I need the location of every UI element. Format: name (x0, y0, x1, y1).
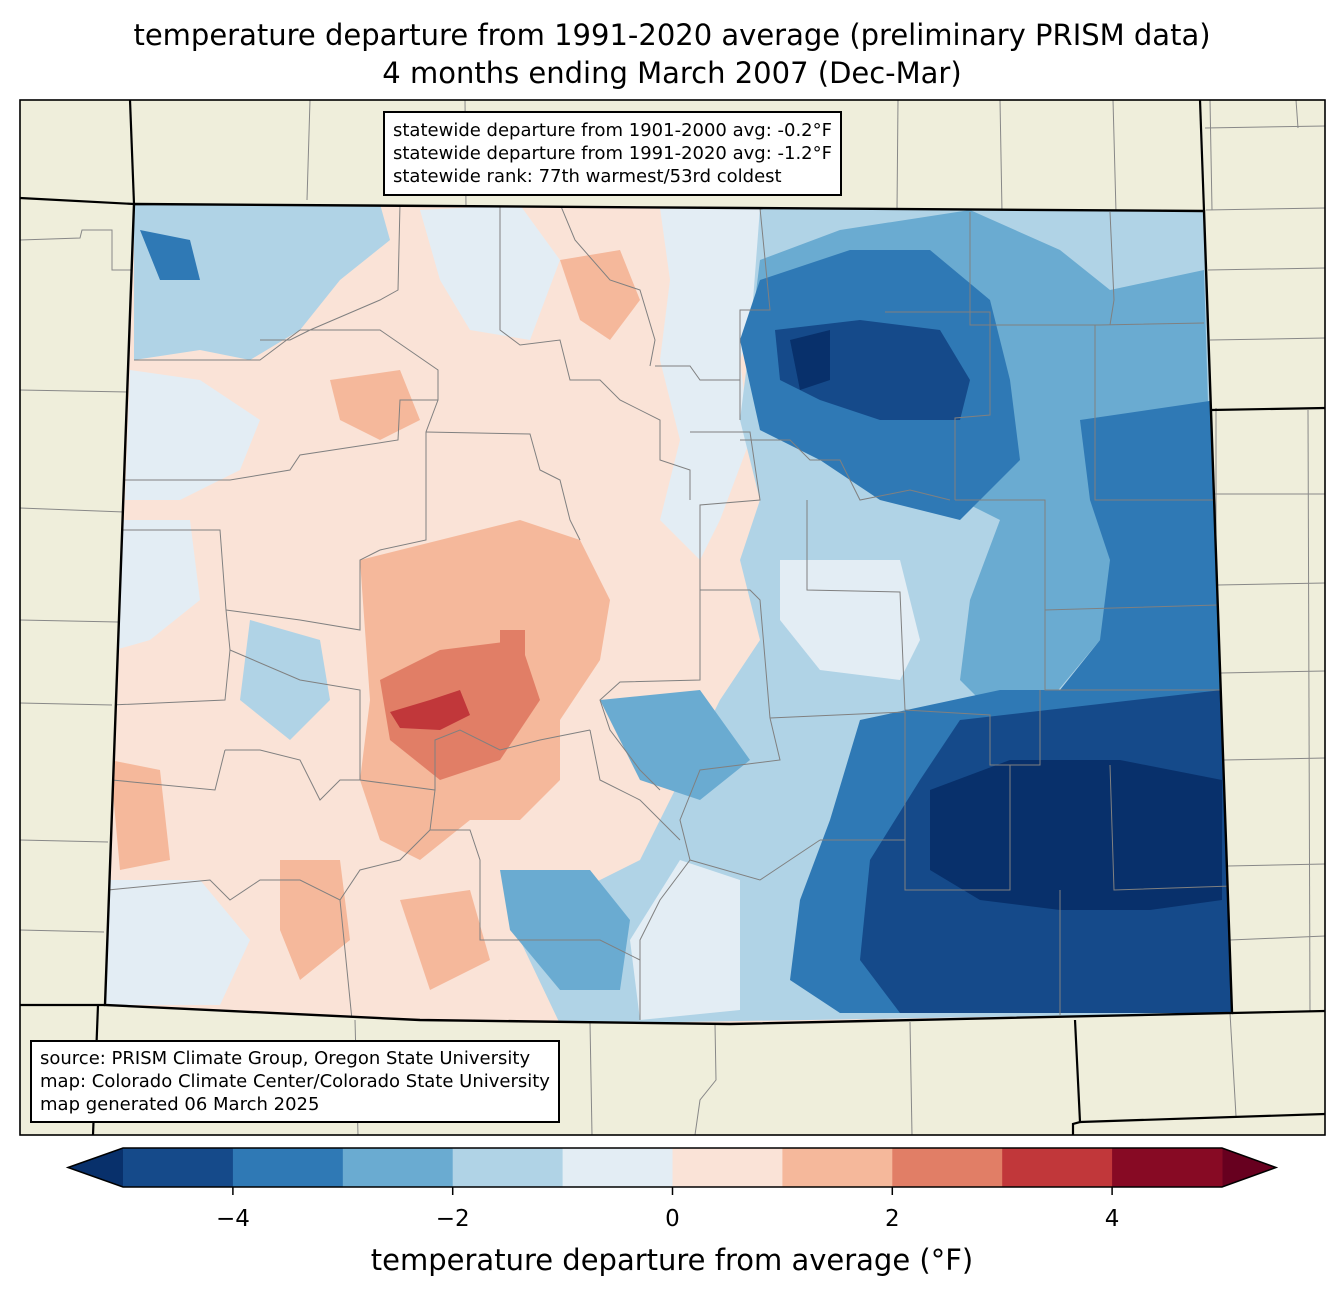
colorbar-bin-3 (452, 1148, 564, 1187)
colorbar-bin-9 (1112, 1148, 1223, 1187)
colorbar-label: temperature departure from average (°F) (370, 1243, 974, 1277)
map-frame (19, 99, 1326, 1136)
colorbar-tick-label: 0 (665, 1206, 680, 1232)
source-box: source: PRISM Climate Group, Oregon Stat… (30, 1040, 560, 1123)
stats-line-3: statewide rank: 77th warmest/53rd coldes… (393, 166, 782, 187)
colorbar-bin-1 (232, 1148, 344, 1187)
colorbar-bin-6 (782, 1148, 893, 1187)
stats-line-2: statewide departure from 1991-2020 avg: … (393, 143, 832, 164)
colorbar-tick-label: −4 (215, 1206, 250, 1232)
colorbar-tick-label: −2 (435, 1206, 470, 1232)
colorbar-bin-7 (892, 1148, 1003, 1187)
colorbar-over-arrow (1222, 1148, 1276, 1187)
colorbar-bin-8 (1002, 1148, 1113, 1187)
map-subtitle: 4 months ending March 2007 (Dec-Mar) (382, 56, 962, 90)
statewide-stats-box: statewide departure from 1901-2000 avg: … (383, 111, 842, 196)
neighbor-county-lines (20, 100, 1325, 1135)
source-line-1: source: PRISM Climate Group, Oregon Stat… (40, 1048, 531, 1069)
colorbar-tick-label: 4 (1104, 1206, 1120, 1232)
colorbar-outline (65, 1147, 1279, 1188)
colorbar-under-arrow (68, 1148, 123, 1187)
colorbar-bin-0 (123, 1148, 234, 1187)
temperature-field (105, 204, 1232, 1024)
colorbar-bin-5 (672, 1148, 783, 1187)
colorbar (65, 1147, 1279, 1195)
colorbar-tick-label: 2 (884, 1206, 900, 1232)
source-line-2: map: Colorado Climate Center/Colorado St… (40, 1071, 550, 1092)
stats-line-1: statewide departure from 1901-2000 avg: … (393, 120, 832, 141)
map-title: temperature departure from 1991-2020 ave… (133, 18, 1211, 52)
colorbar-bin-4 (562, 1148, 673, 1187)
colorbar-bin-2 (342, 1148, 454, 1187)
county-lines (107, 204, 1231, 1021)
source-line-3: map generated 06 March 2025 (40, 1094, 320, 1115)
